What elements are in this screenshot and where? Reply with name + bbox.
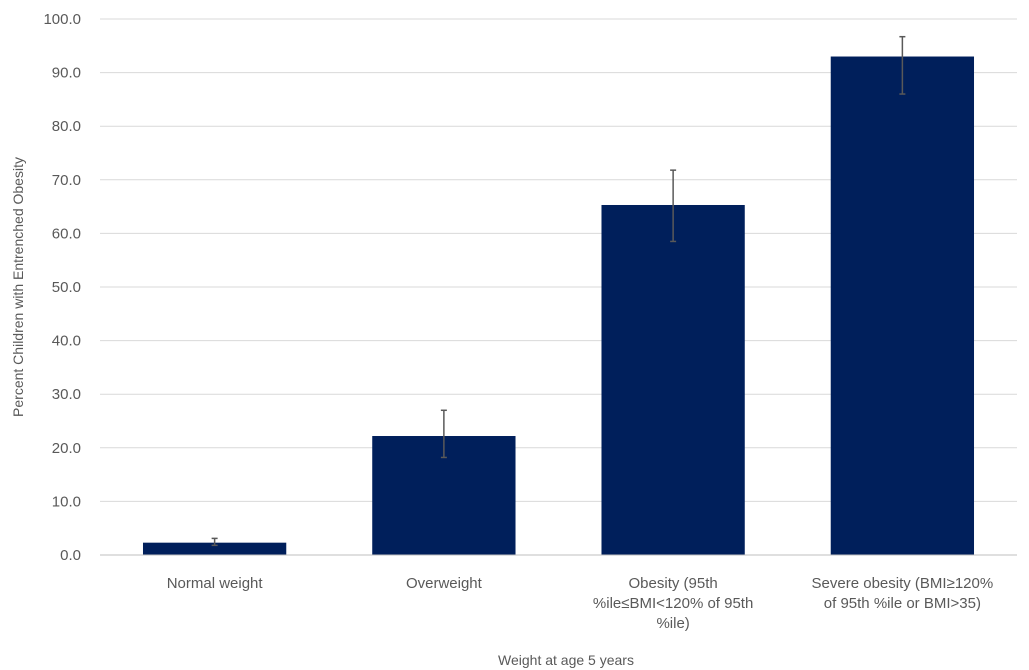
- y-tick-label: 0.0: [60, 547, 81, 564]
- y-tick-label: 60.0: [52, 225, 81, 242]
- y-tick-label: 20.0: [52, 440, 81, 457]
- y-tick-labels: 0.0 10.0 20.0 30.0 40.0 50.0 60.0 70.0 80.0 90.0 1…: [43, 11, 81, 564]
- error-bar: [899, 35, 906, 95]
- x-category-label: Obesity (95th %ile≤BMI<120% of 95th %ile): [593, 575, 753, 632]
- error-bar: [670, 169, 677, 243]
- x-category-label: Severe obesity (BMI≥120% of 95th %ile or …: [812, 575, 994, 612]
- y-tick-label: 30.0: [52, 386, 81, 403]
- x-category-label: Normal weight: [167, 575, 264, 592]
- y-tick-label: 10.0: [52, 493, 81, 510]
- bar: [142, 542, 287, 555]
- x-category-labels: Normal weight Overweight Obesity (95th %ile…: [167, 575, 994, 632]
- bars: [142, 56, 975, 556]
- y-tick-label: 40.0: [52, 333, 81, 350]
- y-tick-label: 80.0: [52, 118, 81, 135]
- error-bar: [211, 537, 218, 547]
- y-axis-title: Percent Children with Entrenched Obesity: [10, 157, 26, 417]
- x-category-label: Overweight: [406, 575, 483, 592]
- error-bar: [440, 409, 447, 459]
- grid-lines: [100, 18, 1017, 502]
- error-bars: [211, 35, 906, 547]
- y-tick-label: 70.0: [52, 172, 81, 189]
- bar: [830, 56, 975, 556]
- y-tick-label: 100.0: [43, 11, 81, 28]
- x-axis-title: Weight at age 5 years: [498, 652, 634, 668]
- y-tick-label: 50.0: [52, 279, 81, 296]
- y-tick-label: 90.0: [52, 65, 81, 82]
- bar: [601, 204, 745, 555]
